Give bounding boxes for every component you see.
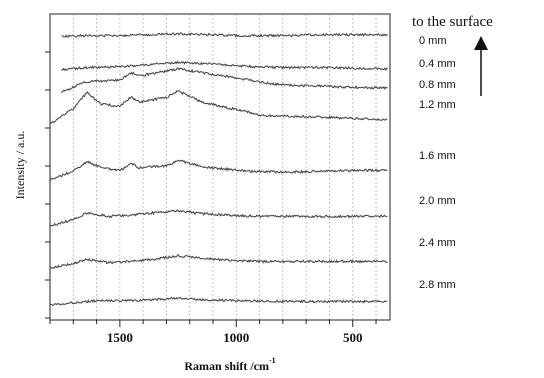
series-label: 1.6 mm [419,150,456,162]
surface-arrow-head [474,36,488,50]
series-label: 1.2 mm [419,99,456,111]
series-line [49,90,388,125]
y-axis-ticks [45,51,50,319]
series-line [49,159,388,182]
series-labels: 0 mm 0.4 mm 0.8 mm 1.2 mm 1.6 mm 2.0 mm 2.4 mm… [419,35,456,291]
surface-annotation: to the surface [412,14,493,30]
series-line [49,209,388,227]
series-line [61,60,388,72]
series-label: 2.4 mm [419,237,456,249]
x-tick-label: 500 [343,330,363,345]
series-label: 2.0 mm [419,195,456,207]
x-axis-title-text: Raman shift /cm [184,359,269,373]
series-line [50,254,388,270]
x-axis-title-exponent: -1 [269,356,276,365]
plot-frame [49,13,391,321]
spectra-lines [49,32,388,306]
series-label: 0.8 mm [419,79,456,91]
series-label: 0.4 mm [419,58,456,70]
y-axis-title: Intensity / a.u. [13,131,27,200]
x-axis-title: Raman shift /cm-1 [184,356,275,373]
x-tick-label: 1000 [223,330,249,345]
grid-lines [72,14,377,320]
series-line [49,296,388,306]
x-tick-label: 1500 [107,330,133,345]
series-label: 0 mm [419,35,447,47]
series-label: 2.8 mm [419,279,456,291]
series-line [61,67,388,94]
x-axis-ticks: 1500 1000 500 [49,320,377,345]
series-line [61,32,388,38]
